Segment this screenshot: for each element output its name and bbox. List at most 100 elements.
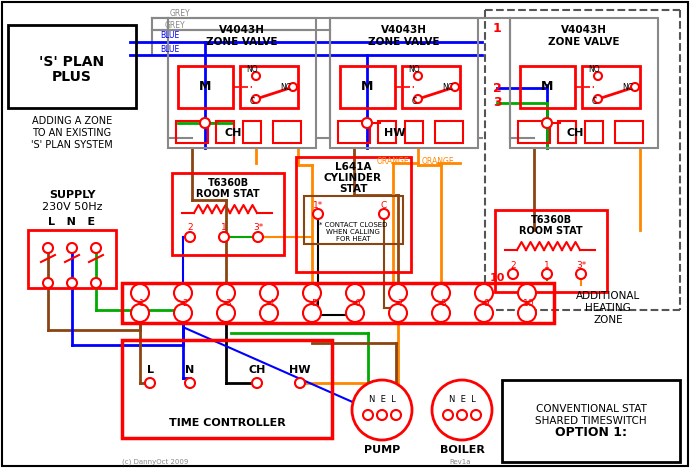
Text: 10: 10 xyxy=(489,273,504,283)
Text: M: M xyxy=(541,80,553,94)
Circle shape xyxy=(43,243,53,253)
Circle shape xyxy=(253,232,263,242)
Text: CH: CH xyxy=(248,365,266,375)
Circle shape xyxy=(91,278,101,288)
Text: NC: NC xyxy=(281,82,291,92)
Bar xyxy=(8,25,136,108)
Text: Rev1a: Rev1a xyxy=(449,459,471,465)
Text: L641A: L641A xyxy=(335,162,371,172)
Bar xyxy=(28,230,116,288)
Text: ROOM STAT: ROOM STAT xyxy=(196,189,260,199)
Bar xyxy=(176,121,208,143)
Bar xyxy=(273,121,301,143)
Text: 2: 2 xyxy=(510,261,516,270)
Bar xyxy=(510,18,658,148)
Bar xyxy=(495,210,607,292)
Text: CH: CH xyxy=(224,128,241,138)
Bar xyxy=(243,121,261,143)
Text: 3*: 3* xyxy=(576,261,586,270)
Bar xyxy=(518,121,550,143)
Text: V4043H: V4043H xyxy=(381,25,427,35)
Circle shape xyxy=(131,284,149,302)
Circle shape xyxy=(260,304,278,322)
Circle shape xyxy=(252,72,260,80)
Text: 'S' PLAN: 'S' PLAN xyxy=(39,55,105,69)
Circle shape xyxy=(346,284,364,302)
Text: 1: 1 xyxy=(493,22,502,35)
Circle shape xyxy=(508,269,518,279)
Text: PUMP: PUMP xyxy=(364,445,400,455)
Bar xyxy=(240,66,298,108)
Circle shape xyxy=(475,284,493,302)
Bar xyxy=(402,66,460,108)
Text: NO: NO xyxy=(408,66,420,74)
Bar xyxy=(405,121,423,143)
Bar xyxy=(435,121,463,143)
Text: L: L xyxy=(146,365,153,375)
Text: V4043H: V4043H xyxy=(219,25,265,35)
Bar xyxy=(304,196,403,244)
Circle shape xyxy=(303,304,321,322)
Text: 3: 3 xyxy=(493,96,502,110)
Circle shape xyxy=(289,83,297,91)
Text: STAT: STAT xyxy=(339,184,367,194)
Circle shape xyxy=(363,410,373,420)
Text: CH: CH xyxy=(566,128,584,138)
Circle shape xyxy=(200,118,210,128)
Circle shape xyxy=(260,284,278,302)
Text: BOILER: BOILER xyxy=(440,445,484,455)
Circle shape xyxy=(352,380,412,440)
Text: ORANGE: ORANGE xyxy=(422,158,454,167)
Text: M: M xyxy=(199,80,211,94)
Text: C: C xyxy=(591,97,597,107)
Text: 1: 1 xyxy=(139,299,145,307)
Text: CONVENTIONAL STAT
SHARED TIMESWITCH: CONVENTIONAL STAT SHARED TIMESWITCH xyxy=(535,404,647,426)
Text: 10: 10 xyxy=(523,299,535,307)
Bar xyxy=(172,173,284,255)
Circle shape xyxy=(471,410,481,420)
Text: 230V 50Hz: 230V 50Hz xyxy=(42,202,102,212)
Text: PLUS: PLUS xyxy=(52,70,92,84)
Text: L   N   E: L N E xyxy=(48,217,95,227)
Text: HW: HW xyxy=(384,128,406,138)
Circle shape xyxy=(377,410,387,420)
Circle shape xyxy=(131,304,149,322)
Text: T6360B: T6360B xyxy=(208,178,248,188)
Circle shape xyxy=(145,378,155,388)
Bar xyxy=(330,18,478,148)
Text: M: M xyxy=(361,80,373,94)
Text: 3: 3 xyxy=(225,299,231,307)
Text: NO: NO xyxy=(246,66,258,74)
Bar xyxy=(378,121,396,143)
Circle shape xyxy=(67,278,77,288)
Circle shape xyxy=(217,304,235,322)
Circle shape xyxy=(379,209,389,219)
Text: 2: 2 xyxy=(187,224,193,233)
Circle shape xyxy=(594,95,602,103)
Circle shape xyxy=(362,118,372,128)
Circle shape xyxy=(185,232,195,242)
Bar xyxy=(338,121,370,143)
Circle shape xyxy=(432,380,492,440)
Text: (c) DannyOct 2009: (c) DannyOct 2009 xyxy=(122,459,188,465)
Text: SUPPLY: SUPPLY xyxy=(49,190,95,200)
Text: CYLINDER: CYLINDER xyxy=(324,173,382,183)
Circle shape xyxy=(432,284,450,302)
Bar xyxy=(168,18,316,148)
Text: 5: 5 xyxy=(311,299,317,307)
Circle shape xyxy=(631,83,639,91)
Circle shape xyxy=(443,410,453,420)
Circle shape xyxy=(252,95,260,103)
Bar xyxy=(122,283,554,323)
Text: * CONTACT CLOSED
WHEN CALLING
FOR HEAT: * CONTACT CLOSED WHEN CALLING FOR HEAT xyxy=(319,222,387,242)
Bar xyxy=(296,157,411,272)
Circle shape xyxy=(518,304,536,322)
Text: 8: 8 xyxy=(440,299,446,307)
Bar xyxy=(216,121,234,143)
Circle shape xyxy=(432,304,450,322)
Text: 9: 9 xyxy=(483,299,489,307)
Circle shape xyxy=(391,410,401,420)
Text: ZONE VALVE: ZONE VALVE xyxy=(206,37,278,47)
Circle shape xyxy=(542,269,552,279)
Text: TIME CONTROLLER: TIME CONTROLLER xyxy=(168,418,286,428)
